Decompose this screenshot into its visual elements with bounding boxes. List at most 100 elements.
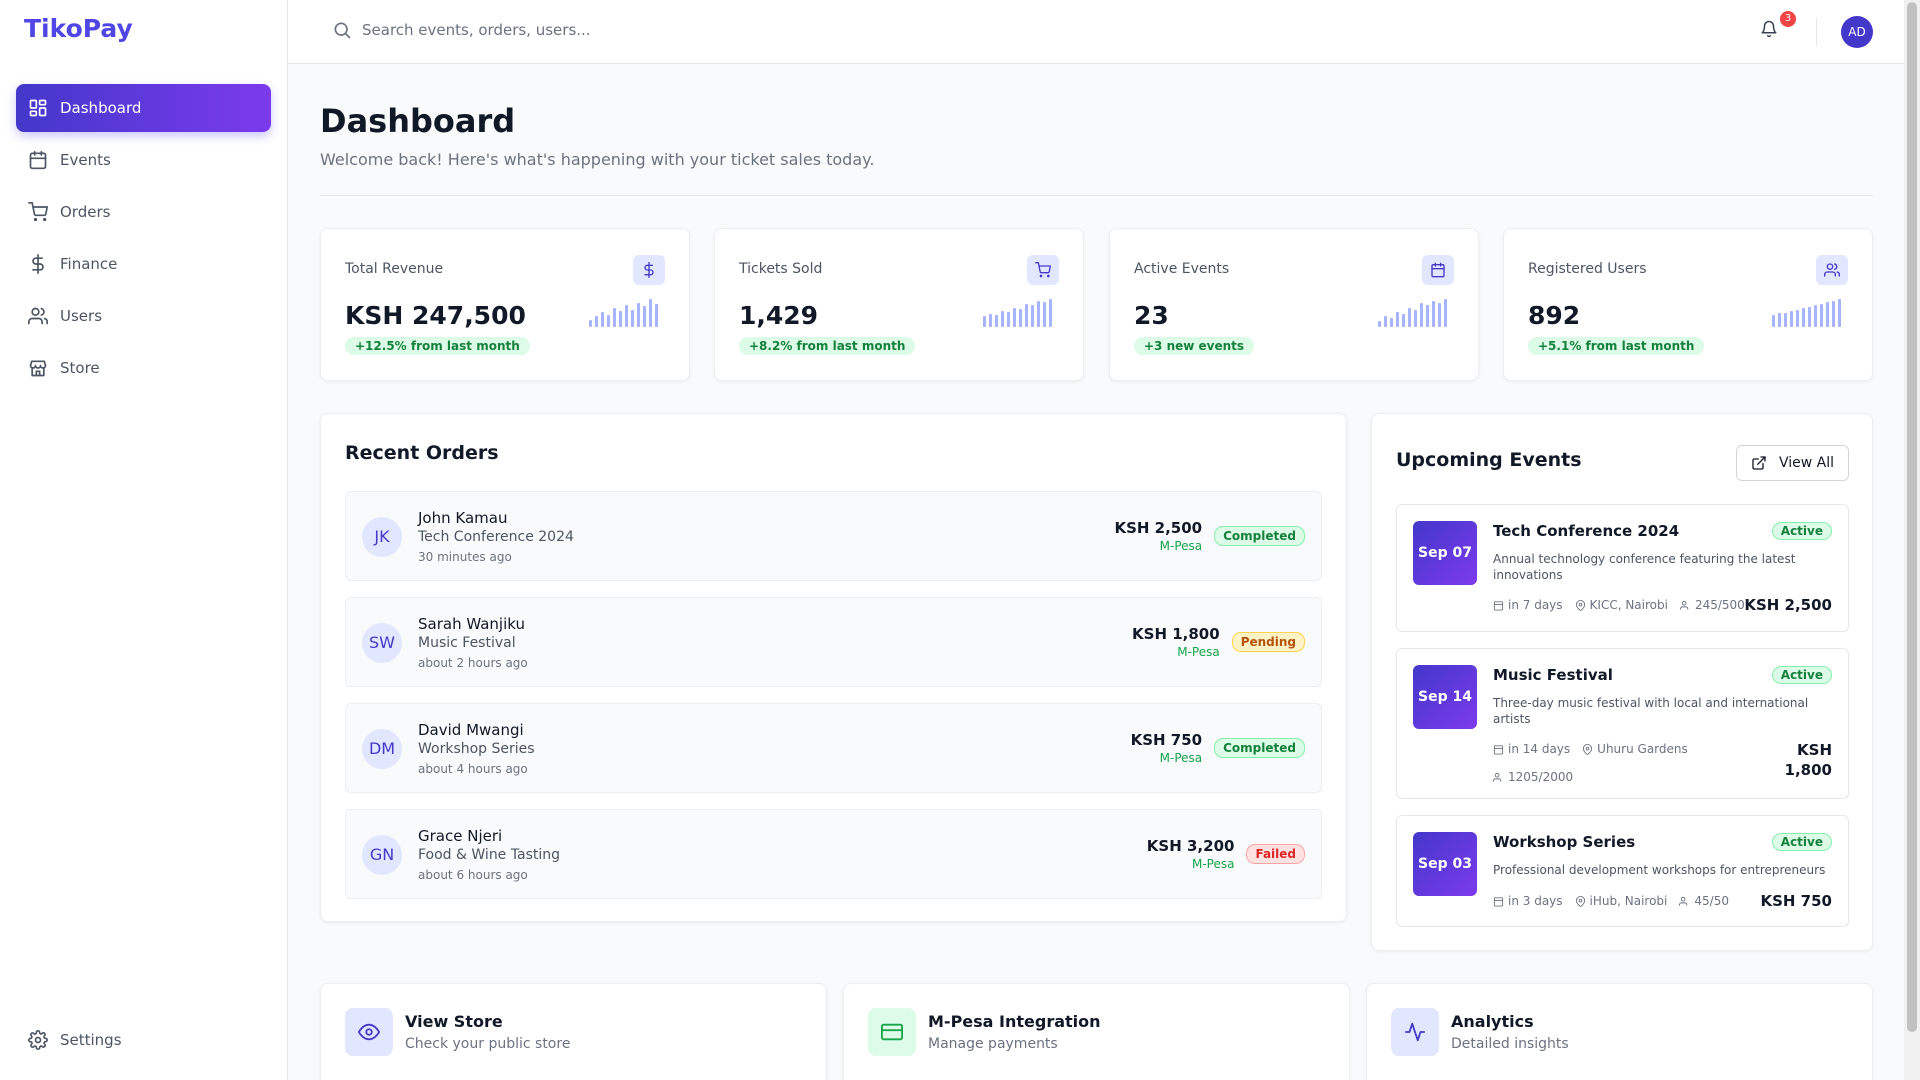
event-when: in 3 days	[1508, 894, 1563, 908]
brand-logo[interactable]: TikoPay	[24, 14, 133, 43]
event-date: Sep 03	[1413, 832, 1477, 896]
stat-card-tickets: Tickets Sold 1,429 +8.2% from last month	[714, 228, 1084, 381]
order-amount: KSH 2,500	[1114, 519, 1203, 537]
sidebar-item-settings[interactable]: Settings	[16, 1016, 271, 1064]
event-capacity: 45/50	[1694, 894, 1729, 908]
sparkline-bar	[1438, 303, 1441, 327]
stat-value: 892	[1528, 301, 1581, 330]
search-input[interactable]	[362, 21, 862, 39]
map-pin-icon	[1575, 895, 1585, 907]
sparkline-bar	[1390, 318, 1393, 327]
sidebar-item-dashboard[interactable]: Dashboard	[16, 84, 271, 132]
sparkline	[983, 297, 1059, 327]
sparkline-bar	[1432, 301, 1435, 327]
stat-card-revenue: Total Revenue KSH 247,500 +12.5% from la…	[320, 228, 690, 381]
status-badge: Active	[1771, 522, 1832, 540]
sparkline-bar	[1384, 316, 1387, 327]
sparkline-bar	[1378, 321, 1381, 327]
sparkline-bar	[1019, 309, 1022, 327]
event-card[interactable]: Sep 03 Workshop Series Active Profession…	[1396, 815, 1849, 927]
sparkline-bar	[1802, 308, 1805, 327]
status-badge: Pending	[1231, 632, 1305, 652]
sparkline-bar	[1414, 310, 1417, 327]
notifications-button[interactable]	[1760, 20, 1782, 42]
event-location: KICC, Nairobi	[1589, 598, 1668, 612]
sparkline-bar	[1043, 302, 1046, 327]
divider	[320, 195, 1873, 196]
sparkline	[1378, 297, 1454, 327]
event-price: KSH 1,800	[1785, 740, 1832, 780]
event-title: Music Festival	[1493, 666, 1613, 684]
quick-action-mpesa[interactable]: M-Pesa Integration Manage payments	[843, 983, 1350, 1080]
sidebar-item-users[interactable]: Users	[16, 292, 271, 340]
sidebar-item-orders[interactable]: Orders	[16, 188, 271, 236]
event-capacity: 245/500	[1694, 598, 1745, 612]
order-amount: KSH 1,800	[1132, 625, 1220, 643]
scrollbar[interactable]	[1904, 0, 1920, 1080]
sparkline-bar	[1007, 312, 1010, 327]
sparkline-bar	[1031, 305, 1034, 327]
sparkline-bar	[607, 315, 610, 327]
avatar: GN	[362, 835, 402, 875]
stat-value: 23	[1134, 301, 1169, 330]
stat-icon	[633, 255, 665, 285]
sparkline-bar	[619, 311, 622, 327]
sparkline-bar	[637, 303, 640, 327]
notification-badge: 3	[1780, 11, 1796, 27]
stat-icon	[1422, 255, 1454, 285]
sparkline-bar	[995, 315, 998, 327]
sparkline-bar	[1808, 307, 1811, 327]
stat-label: Tickets Sold	[739, 261, 823, 277]
order-row[interactable]: DM David Mwangi Workshop Series about 4 …	[345, 703, 1322, 793]
status-badge: Completed	[1214, 738, 1305, 758]
status-badge: Active	[1771, 833, 1832, 851]
stat-value: KSH 247,500	[345, 301, 526, 330]
sidebar-item-store[interactable]: Store	[16, 344, 271, 392]
sparkline-bar	[1778, 313, 1781, 327]
divider	[1816, 18, 1817, 46]
sidebar-item-events[interactable]: Events	[16, 136, 271, 184]
event-meta: in 3 days iHub, Nairobi 45/50	[1493, 894, 1729, 908]
bell-icon	[1761, 20, 1777, 38]
quick-action-subtitle: Manage payments	[928, 1036, 1058, 1052]
quick-action-title: Analytics	[1451, 1012, 1534, 1031]
user-avatar[interactable]: AD	[1841, 16, 1873, 48]
order-row[interactable]: JK John Kamau Tech Conference 2024 30 mi…	[345, 491, 1322, 581]
quick-action-view-store[interactable]: View Store Check your public store	[320, 983, 827, 1080]
stat-icon	[1027, 255, 1059, 285]
event-card[interactable]: Sep 07 Tech Conference 2024 Active Annua…	[1396, 504, 1849, 632]
order-row[interactable]: GN Grace Njeri Food & Wine Tasting about…	[345, 809, 1322, 899]
sidebar-item-finance[interactable]: Finance	[16, 240, 271, 288]
stat-change-badge: +3 new events	[1134, 337, 1255, 355]
map-pin-icon	[1575, 599, 1585, 611]
section-title: Upcoming Events	[1396, 449, 1582, 471]
dollar-icon	[644, 262, 654, 278]
payment-method: M-Pesa	[1191, 857, 1235, 871]
order-time: about 2 hours ago	[418, 656, 528, 670]
payment-method: M-Pesa	[1159, 539, 1203, 553]
sparkline-bar	[1025, 304, 1028, 327]
scrollbar-thumb[interactable]	[1907, 2, 1917, 1032]
stat-label: Active Events	[1134, 261, 1230, 277]
order-time: about 4 hours ago	[418, 762, 528, 776]
dollar-icon	[32, 254, 44, 274]
calendar-icon	[1431, 262, 1445, 278]
event-title: Tech Conference 2024	[1493, 522, 1680, 540]
event-card[interactable]: Sep 14 Music Festival Active Three-day m…	[1396, 648, 1849, 799]
quick-action-analytics[interactable]: Analytics Detailed insights	[1366, 983, 1873, 1080]
view-all-button[interactable]: View All	[1736, 445, 1849, 481]
event-date: Sep 14	[1413, 665, 1477, 729]
page-title: Dashboard	[320, 102, 516, 140]
status-badge: Completed	[1214, 526, 1305, 546]
quick-action-title: M-Pesa Integration	[928, 1012, 1101, 1031]
event-description: Three-day music festival with local and …	[1493, 696, 1809, 726]
stat-label: Total Revenue	[345, 261, 444, 277]
sparkline-bar	[649, 299, 652, 327]
sparkline-bar	[1402, 314, 1405, 327]
avatar: DM	[362, 729, 402, 769]
order-row[interactable]: SW Sarah Wanjiku Music Festival about 2 …	[345, 597, 1322, 687]
order-event: Tech Conference 2024	[418, 529, 574, 545]
sparkline-bar	[601, 312, 604, 327]
sparkline-bar	[1832, 301, 1835, 327]
calendar-icon	[29, 150, 47, 170]
